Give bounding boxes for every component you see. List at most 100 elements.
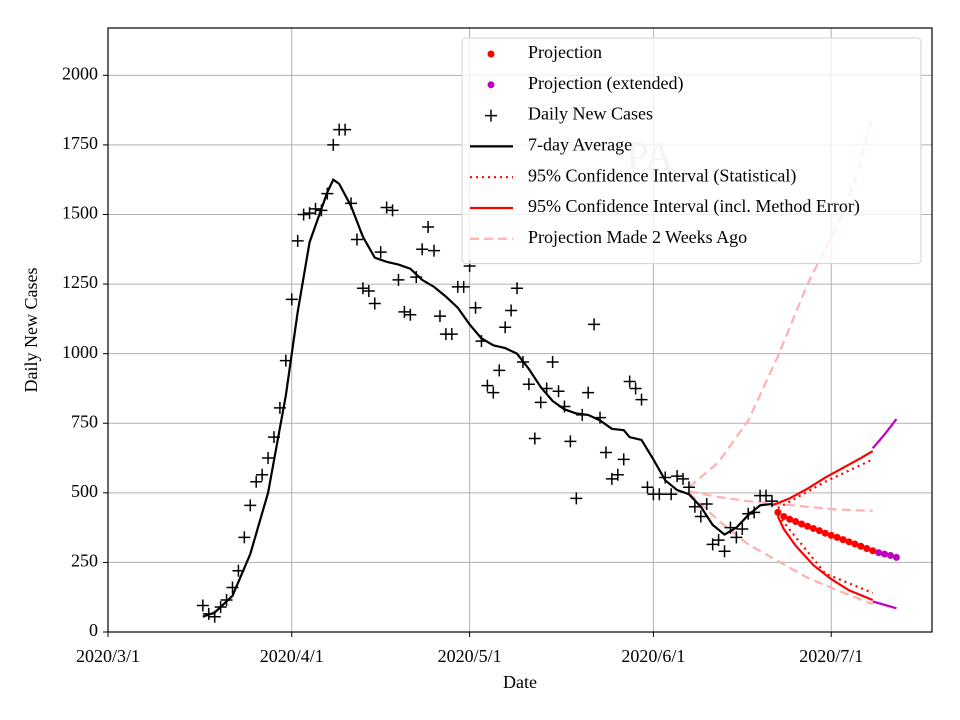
plus-marker bbox=[653, 488, 666, 501]
plus-marker bbox=[244, 499, 257, 512]
plus-marker bbox=[321, 187, 334, 200]
plot-area bbox=[196, 115, 900, 623]
dot-marker bbox=[774, 508, 782, 516]
plus-marker bbox=[499, 321, 512, 334]
dot-marker bbox=[487, 50, 495, 58]
dot-marker bbox=[809, 524, 817, 532]
plus-marker bbox=[398, 305, 411, 318]
ticks: 0 250 500 750 1000 1250 1500 1750 2000 2020/3/1 20… bbox=[62, 63, 863, 666]
plus-marker bbox=[516, 356, 529, 369]
plus-marker bbox=[374, 246, 387, 259]
plus-marker bbox=[279, 354, 292, 367]
y-tick-label: 1750 bbox=[62, 133, 98, 153]
y-tick-label: 250 bbox=[71, 551, 98, 571]
plus-marker bbox=[641, 481, 654, 494]
x-tick-label: 2020/6/1 bbox=[621, 646, 685, 666]
plus-marker bbox=[546, 356, 559, 369]
plus-marker bbox=[250, 475, 263, 488]
line bbox=[871, 418, 898, 450]
dot-marker bbox=[786, 515, 794, 523]
y-tick-label: 750 bbox=[71, 411, 98, 431]
y-tick-label: 500 bbox=[71, 481, 98, 501]
plus-marker bbox=[226, 581, 239, 594]
dot-marker bbox=[839, 536, 847, 544]
plus-marker bbox=[196, 599, 209, 612]
plus-marker bbox=[522, 378, 535, 391]
plus-marker bbox=[582, 386, 595, 399]
y-tick-label: 1500 bbox=[62, 203, 98, 223]
plus-marker bbox=[712, 534, 725, 547]
line bbox=[771, 450, 874, 507]
x-tick-label: 2020/3/1 bbox=[76, 646, 140, 666]
dot-marker bbox=[827, 531, 835, 539]
plus-marker bbox=[433, 310, 446, 323]
plus-marker bbox=[487, 386, 500, 399]
dot-marker bbox=[792, 517, 800, 525]
plus-marker bbox=[682, 481, 695, 494]
plus-marker bbox=[552, 385, 565, 398]
dot-marker bbox=[851, 540, 859, 548]
plus-marker bbox=[558, 400, 571, 413]
plus-marker bbox=[671, 470, 684, 483]
dot-marker bbox=[804, 522, 812, 530]
plus-marker bbox=[659, 471, 672, 484]
dot-marker bbox=[857, 542, 865, 550]
plus-marker bbox=[457, 280, 470, 293]
plus-marker bbox=[416, 243, 429, 256]
plus-marker bbox=[505, 304, 518, 317]
plus-marker bbox=[262, 452, 275, 465]
plus-marker bbox=[724, 521, 737, 534]
plus-marker bbox=[748, 506, 761, 519]
plus-marker bbox=[534, 396, 547, 409]
plus-marker bbox=[588, 318, 601, 331]
line bbox=[688, 492, 874, 606]
legend-label: Daily New Cases bbox=[528, 104, 653, 124]
plus-marker bbox=[765, 495, 778, 508]
plus-marker bbox=[238, 531, 251, 544]
line bbox=[872, 600, 897, 610]
plus-marker bbox=[445, 328, 458, 341]
plus-marker bbox=[760, 489, 773, 502]
legend-label: Projection (extended) bbox=[528, 73, 683, 94]
plus-marker bbox=[469, 301, 482, 314]
plus-marker bbox=[677, 472, 690, 485]
plus-marker bbox=[481, 379, 494, 392]
plus-marker bbox=[742, 507, 755, 520]
dot-marker bbox=[845, 538, 853, 546]
dot-marker bbox=[887, 551, 895, 559]
plus-marker bbox=[485, 109, 497, 122]
plus-marker bbox=[570, 492, 583, 505]
plus-marker bbox=[422, 221, 435, 234]
x-tick-label: 2020/7/1 bbox=[799, 646, 863, 666]
dot-marker bbox=[815, 527, 823, 535]
axes-frame bbox=[107, 27, 933, 633]
plus-marker bbox=[700, 497, 713, 510]
legend-label: 95% Confidence Interval (incl. Method Er… bbox=[528, 196, 860, 217]
plus-marker bbox=[665, 488, 678, 501]
plus-marker bbox=[635, 393, 648, 406]
dot-marker bbox=[780, 512, 788, 520]
dot-marker bbox=[487, 81, 495, 89]
plus-marker bbox=[576, 408, 589, 421]
dot-marker bbox=[875, 549, 883, 557]
plus-marker bbox=[297, 208, 310, 221]
y-tick-label: 2000 bbox=[62, 63, 98, 83]
plus-marker bbox=[202, 607, 215, 620]
plus-marker bbox=[380, 201, 393, 214]
plus-marker bbox=[475, 335, 488, 348]
plus-marker bbox=[315, 204, 328, 217]
legend-label: Projection bbox=[528, 42, 602, 62]
plus-marker bbox=[694, 510, 707, 523]
plus-marker bbox=[511, 282, 524, 295]
plus-marker bbox=[267, 431, 280, 444]
plus-marker bbox=[611, 468, 624, 481]
dot-marker bbox=[881, 550, 889, 558]
dot-marker bbox=[798, 520, 806, 528]
plus-marker bbox=[309, 202, 322, 215]
plus-marker bbox=[368, 297, 381, 310]
plus-marker bbox=[564, 435, 577, 448]
plus-marker bbox=[623, 375, 636, 388]
plus-marker bbox=[404, 308, 417, 321]
line bbox=[777, 514, 874, 595]
